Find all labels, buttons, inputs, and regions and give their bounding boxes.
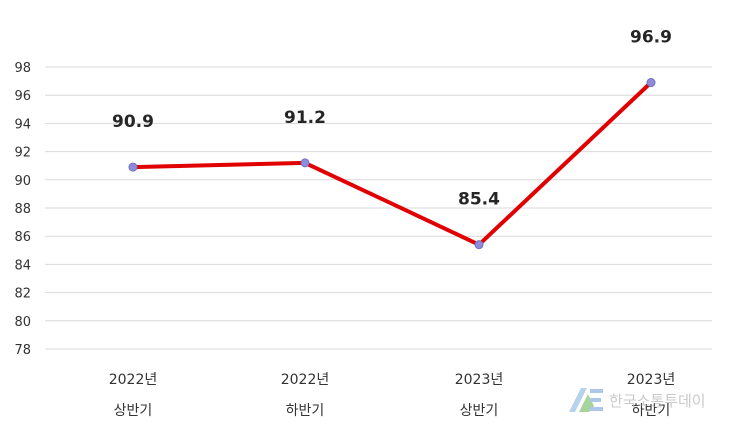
y-tick-label: 78 <box>14 343 31 358</box>
watermark: 한국소통투데이 <box>569 388 706 412</box>
data-label: 91.2 <box>284 108 326 128</box>
data-label: 90.9 <box>112 112 154 132</box>
gridlines <box>45 66 712 350</box>
data-label: 85.4 <box>458 190 500 210</box>
x-category-label: 상반기 <box>460 403 499 419</box>
y-tick-label: 98 <box>14 61 31 76</box>
y-tick-label: 80 <box>14 315 31 330</box>
x-category-label: 하반기 <box>286 403 325 419</box>
x-category-label: 하반기 <box>632 403 671 419</box>
data-point <box>300 158 310 168</box>
series-line <box>131 80 653 247</box>
y-tick-label: 94 <box>14 117 31 132</box>
y-tick-label: 82 <box>14 287 31 302</box>
y-tick-label: 96 <box>14 89 31 104</box>
data-markers <box>128 78 656 250</box>
y-tick-label: 90 <box>14 174 31 189</box>
x-category-label: 2022년 <box>109 372 158 388</box>
y-tick-label: 88 <box>14 202 31 217</box>
data-point <box>474 240 484 250</box>
y-tick-label: 92 <box>14 146 31 161</box>
x-category-label: 2022년 <box>281 372 330 388</box>
data-point <box>128 162 138 172</box>
data-point <box>646 78 656 88</box>
y-axis-ticks: 78 80 82 84 86 88 90 92 94 96 98 <box>14 61 31 358</box>
x-category-label: 2023년 <box>627 372 676 388</box>
data-labels: 90.9 91.2 85.4 96.9 <box>112 28 672 210</box>
y-tick-label: 84 <box>14 258 31 273</box>
watermark-text: 한국소통투데이 <box>609 392 706 410</box>
x-category-label: 상반기 <box>114 403 153 419</box>
ae-logo-icon <box>569 388 603 412</box>
x-category-label: 2023년 <box>455 372 504 388</box>
series-line-layer <box>131 80 653 247</box>
y-tick-label: 86 <box>14 230 31 245</box>
data-label: 96.9 <box>630 28 672 48</box>
